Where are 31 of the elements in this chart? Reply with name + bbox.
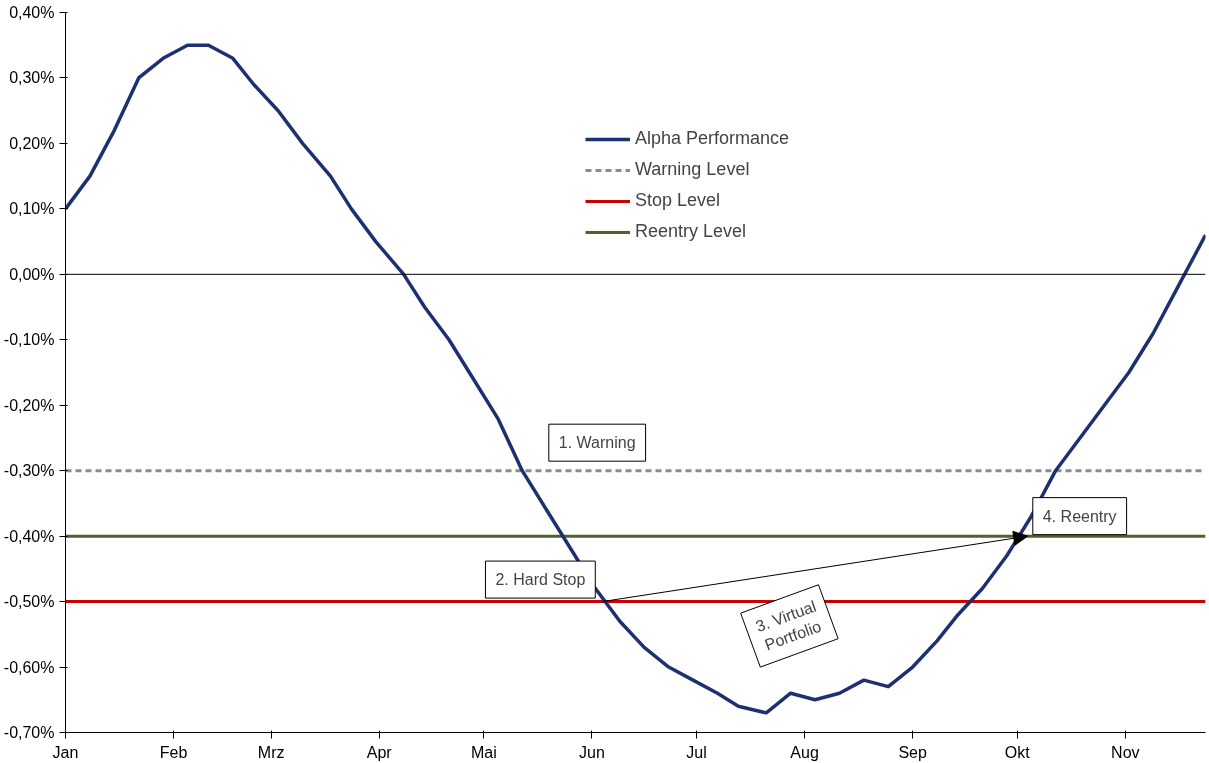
y-tick-label: 0,30% — [9, 69, 55, 87]
x-tick-label: Sep — [898, 743, 927, 761]
annotation: 1. Warning — [558, 434, 636, 452]
x-tick-label: Mrz — [257, 743, 285, 761]
annotation: 4. Reentry — [1042, 507, 1117, 525]
annotation: 3. Virtual Portfolio — [753, 597, 824, 654]
y-tick-label: -0,30% — [3, 462, 55, 480]
x-tick-label: Aug — [790, 743, 819, 761]
legend-label: Stop Level — [635, 190, 721, 211]
y-tick-label: 0,40% — [9, 4, 55, 21]
y-tick-label: 0,20% — [9, 134, 55, 152]
x-tick-label: Feb — [159, 743, 188, 761]
y-tick-label: -0,40% — [3, 527, 55, 545]
x-tick-label: Jun — [579, 743, 605, 761]
annotation: 2. Hard Stop — [495, 571, 586, 589]
y-tick-label: 0,10% — [9, 200, 55, 218]
legend-label: Warning Level — [635, 159, 750, 180]
x-tick-label: Okt — [1004, 743, 1031, 761]
legend-label: Reentry Level — [635, 221, 747, 242]
y-tick-label: -0,20% — [3, 396, 55, 414]
y-tick-label: -0,60% — [3, 658, 55, 676]
legend-label: Alpha Performance — [635, 128, 790, 149]
x-tick-label: Jan — [52, 743, 79, 761]
y-tick-label: -0,70% — [3, 724, 55, 741]
x-tick-label: Mai — [470, 743, 497, 761]
x-tick-label: Apr — [366, 743, 393, 761]
x-tick-label: Nov — [1111, 743, 1140, 761]
x-tick-label: Jul — [686, 743, 707, 761]
y-tick-label: -0,50% — [3, 593, 55, 611]
y-tick-label: 0,00% — [9, 265, 55, 283]
y-tick-label: -0,10% — [3, 331, 55, 349]
